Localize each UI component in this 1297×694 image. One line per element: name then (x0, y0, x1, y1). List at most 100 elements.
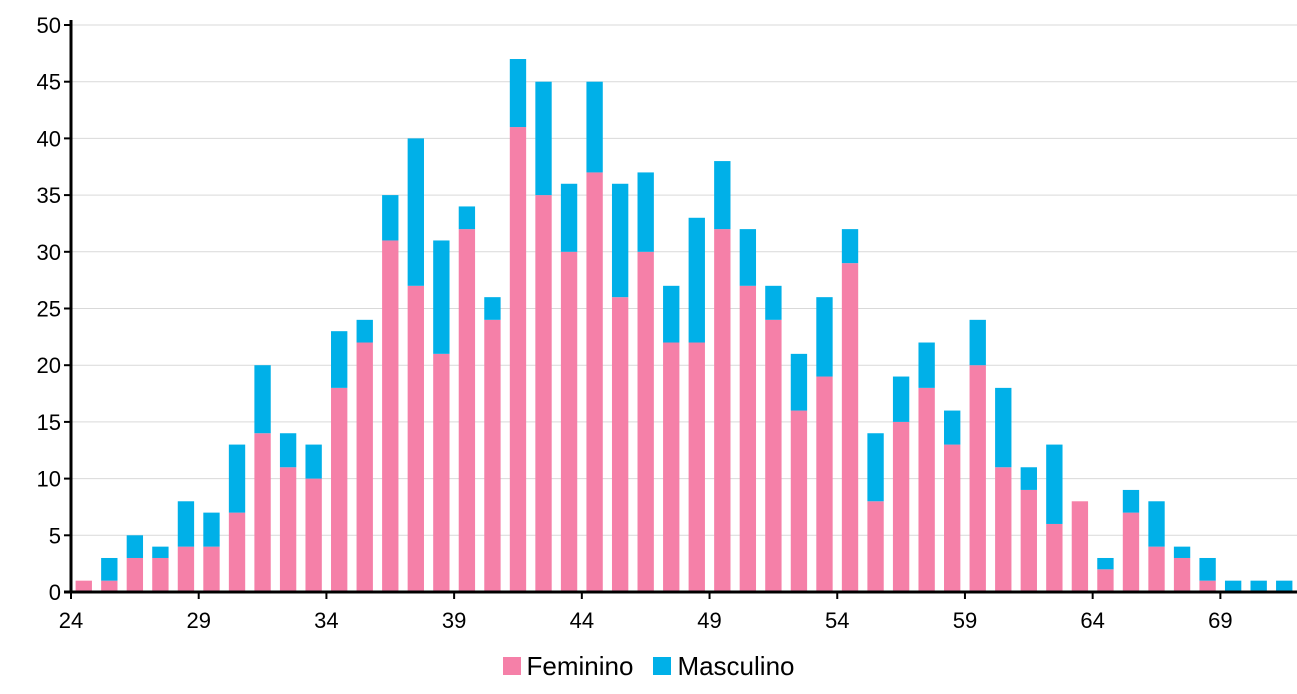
legend-swatch-feminino (502, 657, 521, 675)
bar-masculino-40 (484, 297, 501, 320)
bar-feminino-29 (203, 546, 220, 592)
bar-feminino-28 (177, 546, 195, 592)
legend-item-masculino: Masculino (653, 650, 795, 682)
y-tick-label-10: 10 (37, 467, 61, 492)
bar-masculino-44 (586, 81, 603, 173)
bar-feminino-38 (433, 353, 450, 592)
bar-masculino-48 (688, 217, 705, 343)
legend-swatch-masculino (653, 657, 672, 675)
x-tick-label-24: 24 (59, 608, 83, 633)
bar-feminino-37 (407, 285, 424, 592)
bar-masculino-66 (1148, 501, 1165, 547)
y-tick-label-30: 30 (37, 240, 61, 265)
bar-masculino-51 (765, 285, 782, 320)
bar-feminino-30 (228, 512, 246, 592)
bar-masculino-33 (305, 444, 322, 479)
bar-feminino-47 (663, 342, 680, 592)
axes (64, 20, 1297, 599)
bar-feminino-68 (1199, 580, 1216, 592)
bar-feminino-64 (1097, 569, 1114, 592)
bar-feminino-62 (1046, 523, 1063, 592)
bar-feminino-40 (484, 319, 501, 592)
bar-masculino-47 (663, 285, 680, 343)
bar-feminino-54 (841, 263, 859, 592)
bar-masculino-69 (1224, 580, 1242, 592)
bar-feminino-36 (382, 240, 399, 592)
bar-masculino-56 (892, 376, 910, 422)
x-tick-label-64: 64 (1080, 608, 1104, 633)
bar-masculino-37 (407, 138, 424, 286)
bar-masculino-60 (995, 387, 1012, 468)
bar-masculino-42 (535, 81, 552, 196)
bar-masculino-67 (1173, 546, 1191, 558)
bar-masculino-28 (177, 501, 195, 547)
bar-masculino-53 (816, 297, 833, 377)
bar-feminino-49 (714, 229, 731, 592)
x-tick-label-29: 29 (186, 608, 210, 633)
y-tick-label-45: 45 (37, 70, 61, 95)
bar-feminino-61 (1020, 489, 1037, 592)
bar-feminino-24 (75, 580, 92, 592)
bar-feminino-50 (739, 285, 757, 592)
x-tick-label-54: 54 (825, 608, 849, 633)
x-tick-label-69: 69 (1208, 608, 1232, 633)
bar-masculino-36 (382, 195, 399, 241)
bar-masculino-70 (1250, 580, 1267, 592)
bar-feminino-34 (331, 387, 348, 592)
legend-item-feminino: Feminino (502, 651, 633, 682)
bar-masculino-25 (101, 557, 118, 581)
x-tick-label-34: 34 (314, 608, 338, 633)
bar-feminino-51 (765, 319, 782, 592)
bar-masculino-31 (254, 365, 271, 434)
bar-masculino-58 (944, 410, 961, 445)
x-tick-label-59: 59 (953, 608, 977, 633)
bar-feminino-25 (101, 580, 118, 592)
bar-masculino-35 (356, 319, 373, 343)
bar-feminino-66 (1148, 546, 1165, 592)
bar-masculino-26 (126, 535, 144, 558)
bar-feminino-60 (995, 467, 1012, 592)
bar-masculino-52 (790, 353, 808, 411)
bar-feminino-59 (969, 365, 986, 592)
bar-feminino-56 (892, 421, 910, 592)
bar-feminino-26 (126, 557, 144, 592)
bar-masculino-65 (1122, 489, 1140, 513)
bar-masculino-55 (867, 433, 884, 502)
y-tick-labels: 0 5 10 15 20 25 30 35 40 45 50 (37, 13, 61, 605)
bar-masculino-57 (918, 342, 935, 388)
bar-feminino-44 (586, 172, 603, 593)
bar-masculino-64 (1097, 557, 1114, 570)
y-tick-label-25: 25 (37, 297, 61, 322)
bar-feminino-27 (152, 557, 169, 592)
x-tick-label-39: 39 (442, 608, 466, 633)
bar-masculino-30 (228, 444, 246, 513)
bar-feminino-43 (560, 251, 578, 593)
legend-label-masculino: Masculino (677, 650, 795, 681)
y-tick-label-15: 15 (37, 410, 61, 435)
bar-feminino-39 (458, 229, 476, 592)
x-tick-labels: 24 29 34 39 44 49 54 59 64 69 (59, 608, 1233, 633)
bar-masculino-62 (1046, 444, 1063, 524)
bar-masculino-34 (331, 331, 348, 388)
bar-feminino-55 (867, 501, 884, 592)
x-tick-label-44: 44 (570, 608, 594, 633)
bar-masculino-32 (279, 433, 297, 468)
bar-feminino-46 (637, 251, 654, 593)
y-tick-label-20: 20 (37, 353, 61, 378)
gridlines (71, 24, 1297, 536)
bar-feminino-65 (1122, 512, 1140, 592)
bar-masculino-68 (1199, 557, 1216, 581)
bar-masculino-43 (560, 183, 578, 252)
bar-masculino-45 (611, 183, 629, 298)
bar-masculino-71 (1276, 580, 1293, 592)
bar-feminino-42 (535, 195, 552, 592)
bar-feminino-48 (688, 342, 705, 592)
bar-feminino-45 (611, 297, 629, 592)
bar-masculino-54 (841, 229, 859, 264)
bar-masculino-46 (637, 172, 654, 252)
bar-feminino-63 (1071, 501, 1089, 592)
bar-masculino-61 (1020, 467, 1037, 490)
bar-feminino-67 (1173, 557, 1191, 592)
bar-feminino-31 (254, 433, 271, 592)
